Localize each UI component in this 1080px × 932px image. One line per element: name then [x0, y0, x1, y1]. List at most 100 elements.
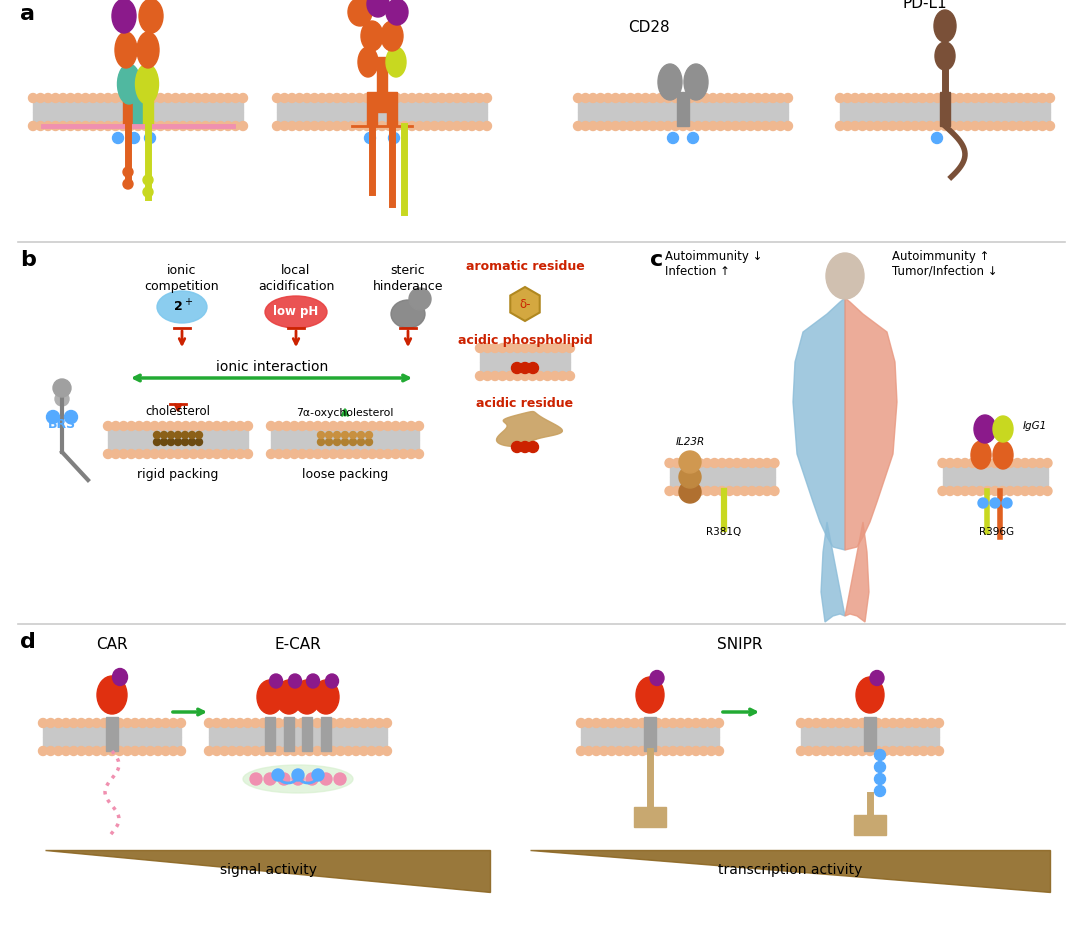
Circle shape [611, 121, 620, 130]
Circle shape [1005, 459, 1014, 468]
Circle shape [228, 747, 237, 756]
Circle shape [693, 93, 702, 103]
Bar [276, 112, 487, 126]
Text: Autoimmunity ↑: Autoimmunity ↑ [892, 250, 989, 263]
Circle shape [536, 372, 544, 380]
Circle shape [445, 121, 454, 130]
Circle shape [971, 121, 980, 130]
Circle shape [51, 93, 60, 103]
Text: ionic
competition: ionic competition [145, 264, 219, 293]
Text: Tumor/Infection ↓: Tumor/Infection ↓ [892, 265, 998, 278]
Circle shape [334, 438, 340, 445]
Circle shape [762, 459, 771, 468]
Circle shape [176, 719, 186, 728]
Ellipse shape [935, 42, 955, 70]
Circle shape [383, 421, 392, 431]
Ellipse shape [361, 21, 383, 51]
Circle shape [415, 449, 423, 459]
Circle shape [755, 459, 764, 468]
Circle shape [1043, 487, 1052, 496]
Circle shape [990, 459, 999, 468]
Bar [644, 717, 656, 751]
Circle shape [58, 93, 67, 103]
Circle shape [111, 421, 120, 431]
Circle shape [306, 747, 314, 756]
Circle shape [289, 747, 299, 756]
Circle shape [197, 421, 206, 431]
Bar [276, 98, 487, 112]
Circle shape [384, 93, 394, 103]
Bar [284, 717, 294, 751]
Circle shape [468, 121, 476, 130]
Circle shape [665, 487, 674, 496]
Circle shape [365, 132, 376, 144]
Circle shape [92, 747, 102, 756]
Circle shape [321, 719, 329, 728]
Circle shape [543, 372, 552, 380]
Circle shape [272, 769, 284, 781]
Circle shape [769, 121, 778, 130]
Bar [943, 477, 1048, 491]
Circle shape [66, 121, 75, 130]
Circle shape [998, 487, 1007, 496]
Circle shape [181, 449, 190, 459]
Circle shape [289, 449, 299, 459]
Circle shape [168, 747, 178, 756]
Bar [943, 463, 1048, 477]
Circle shape [313, 421, 322, 431]
Circle shape [243, 747, 253, 756]
Bar [33, 112, 243, 126]
Circle shape [92, 719, 102, 728]
Circle shape [634, 93, 643, 103]
Circle shape [669, 719, 677, 728]
Circle shape [143, 175, 153, 185]
Circle shape [345, 421, 353, 431]
Circle shape [836, 93, 845, 103]
Circle shape [975, 487, 985, 496]
Bar [271, 440, 419, 454]
Circle shape [422, 93, 432, 103]
Circle shape [843, 93, 852, 103]
Circle shape [453, 121, 461, 130]
Circle shape [193, 93, 203, 103]
Circle shape [777, 93, 785, 103]
Circle shape [691, 747, 701, 756]
Circle shape [153, 747, 162, 756]
Circle shape [895, 93, 905, 103]
Circle shape [407, 421, 416, 431]
Text: b: b [21, 250, 36, 270]
Circle shape [365, 432, 373, 438]
Circle shape [875, 774, 886, 785]
Circle shape [415, 93, 424, 103]
Circle shape [679, 481, 701, 503]
Circle shape [858, 93, 867, 103]
Circle shape [365, 438, 373, 445]
Circle shape [298, 449, 307, 459]
Circle shape [747, 487, 756, 496]
Bar [33, 98, 243, 112]
Circle shape [453, 93, 461, 103]
Circle shape [638, 747, 647, 756]
Circle shape [272, 121, 282, 130]
Circle shape [910, 121, 919, 130]
Circle shape [158, 421, 167, 431]
Circle shape [661, 747, 670, 756]
Circle shape [108, 747, 117, 756]
Circle shape [39, 719, 48, 728]
Circle shape [174, 449, 183, 459]
Circle shape [84, 747, 94, 756]
Circle shape [934, 719, 944, 728]
Circle shape [146, 719, 154, 728]
Circle shape [708, 93, 717, 103]
Text: rigid packing: rigid packing [137, 468, 218, 481]
Circle shape [295, 121, 303, 130]
Circle shape [306, 773, 318, 785]
Ellipse shape [386, 47, 406, 77]
Circle shape [1038, 93, 1047, 103]
Circle shape [138, 719, 147, 728]
Circle shape [646, 719, 654, 728]
Circle shape [325, 438, 333, 445]
Circle shape [990, 498, 1000, 508]
Text: δ-: δ- [519, 297, 530, 310]
Circle shape [873, 719, 882, 728]
